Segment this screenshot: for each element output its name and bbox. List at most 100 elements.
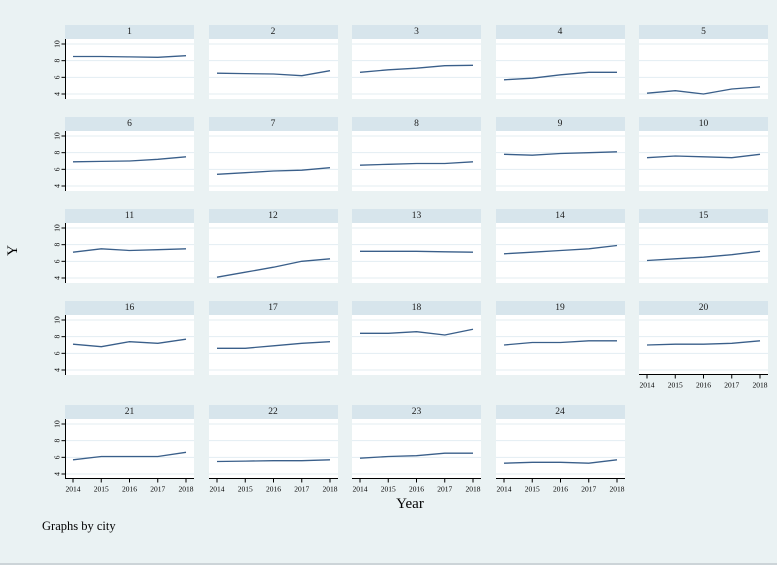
y-tick-label: 10 <box>53 420 62 428</box>
panel-city-11: 11 4 6 8 10 <box>53 209 194 283</box>
x-tick-label: 2018 <box>322 485 337 494</box>
series-line-y <box>72 156 187 163</box>
y-tick-label: 6 <box>53 75 62 79</box>
series-line-y <box>359 161 474 166</box>
panel-title: 17 <box>208 301 338 315</box>
panel-city-14: 14 <box>495 209 625 283</box>
series-line-y <box>503 340 617 346</box>
panel-plot <box>495 223 625 283</box>
panel-title: 21 <box>65 405 194 419</box>
panel-city-17: 17 <box>208 301 338 375</box>
series-line-y <box>646 340 761 346</box>
y-tick-label: 10 <box>53 316 62 324</box>
x-tick-label: 2016 <box>266 485 281 494</box>
x-tick-label: 2015 <box>237 485 252 494</box>
panel-city-12: 12 <box>208 209 338 283</box>
panel-title: 11 <box>65 209 194 223</box>
x-tick-label: 2015 <box>381 485 396 494</box>
y-tick-label: 6 <box>53 259 62 263</box>
x-tick-label: 2018 <box>179 485 194 494</box>
panel-plot <box>208 131 338 191</box>
y-tick-label: 8 <box>53 151 62 155</box>
y-axis-title: Y <box>5 244 21 256</box>
panel-city-5: 5 <box>639 25 768 99</box>
panel-title: 6 <box>65 117 194 131</box>
x-tick-label: 2014 <box>209 485 224 494</box>
panel-city-23: 23 2014 2015 2016 2017 2018 <box>352 405 481 494</box>
panel-city-4: 4 <box>495 25 625 99</box>
panel-plot <box>495 39 625 99</box>
panel-title: 24 <box>495 405 625 419</box>
panel-plot: 2014 2015 2016 2017 2018 <box>639 315 768 390</box>
panel-title: 19 <box>495 301 625 315</box>
panel-title: 14 <box>495 209 625 223</box>
x-tick-label: 2018 <box>753 381 768 390</box>
panel-plot <box>208 39 338 99</box>
y-tick-label: 4 <box>53 184 62 188</box>
panel-city-6: 6 4 6 8 10 <box>53 117 194 191</box>
y-tick-label: 8 <box>53 335 62 339</box>
y-tick-label: 4 <box>53 368 62 372</box>
series-line-y <box>503 459 617 464</box>
series-line-y <box>72 338 187 348</box>
panel-plot: 2014 2015 2016 2017 2018 <box>208 419 338 494</box>
panel-city-24: 24 2014 2015 2016 2017 2018 <box>495 405 625 494</box>
panel-city-2: 2 <box>208 25 338 99</box>
x-tick-label: 2018 <box>466 485 481 494</box>
x-tick-label: 2018 <box>609 485 624 494</box>
series-line-y <box>72 248 187 253</box>
series-line-y <box>216 70 330 77</box>
panel-title: 4 <box>495 25 625 39</box>
panel-plot: 4 6 8 10 <box>53 315 194 375</box>
panel-plot: 4 6 8 10 <box>53 131 194 191</box>
series-line-y <box>503 151 617 156</box>
x-tick-label: 2014 <box>640 381 655 390</box>
panel-plot <box>208 315 338 375</box>
series-line-y <box>360 328 474 336</box>
panel-title: 3 <box>352 25 481 39</box>
series-line-y <box>72 451 187 461</box>
series-line-y <box>646 86 761 95</box>
x-tick-label: 2016 <box>122 485 137 494</box>
panel-title: 18 <box>352 301 481 315</box>
panel-plot <box>639 223 768 283</box>
series-line-y <box>359 452 473 459</box>
panel-city-9: 9 <box>495 117 625 191</box>
x-axis-title: Year <box>396 496 424 512</box>
panel-plot: 4 6 8 10 <box>53 39 194 99</box>
panel-plot <box>352 223 481 283</box>
x-tick-label: 2017 <box>294 485 309 494</box>
series-line-y <box>216 167 330 175</box>
panel-city-18: 18 <box>352 301 481 375</box>
panel-plot <box>208 223 338 283</box>
panel-title: 23 <box>352 405 481 419</box>
y-tick-label: 10 <box>53 224 62 232</box>
series-line-y <box>359 64 474 73</box>
panel-plot: 4 6 8 10 <box>53 223 194 283</box>
panel-city-13: 13 <box>352 209 481 283</box>
y-tick-label: 8 <box>53 243 62 247</box>
x-tick-label: 2017 <box>437 485 452 494</box>
panel-title: 15 <box>639 209 768 223</box>
panel-city-7: 7 <box>208 117 338 191</box>
panel-plot: 4 6 8 10 2014 2015 2016 2017 2018 <box>53 419 194 494</box>
series-line-y <box>216 459 330 463</box>
series-line-y <box>216 258 330 278</box>
panel-title: 5 <box>639 25 768 39</box>
panel-title: 1 <box>65 25 194 39</box>
x-tick-label: 2015 <box>668 381 683 390</box>
panel-title: 7 <box>208 117 338 131</box>
y-tick-label: 4 <box>53 276 62 280</box>
panel-city-3: 3 <box>352 25 481 99</box>
window-bottom-edge <box>0 563 777 565</box>
panel-title: 10 <box>639 117 768 131</box>
panel-city-1: 1 4 6 8 10 <box>53 25 194 99</box>
y-tick-label: 8 <box>53 59 62 63</box>
x-tick-label: 2017 <box>581 485 596 494</box>
panel-plot: 2014 2015 2016 2017 2018 <box>352 419 481 494</box>
x-tick-label: 2015 <box>94 485 109 494</box>
panel-title: 8 <box>352 117 481 131</box>
panel-title: 12 <box>208 209 338 223</box>
x-tick-label: 2016 <box>409 485 424 494</box>
